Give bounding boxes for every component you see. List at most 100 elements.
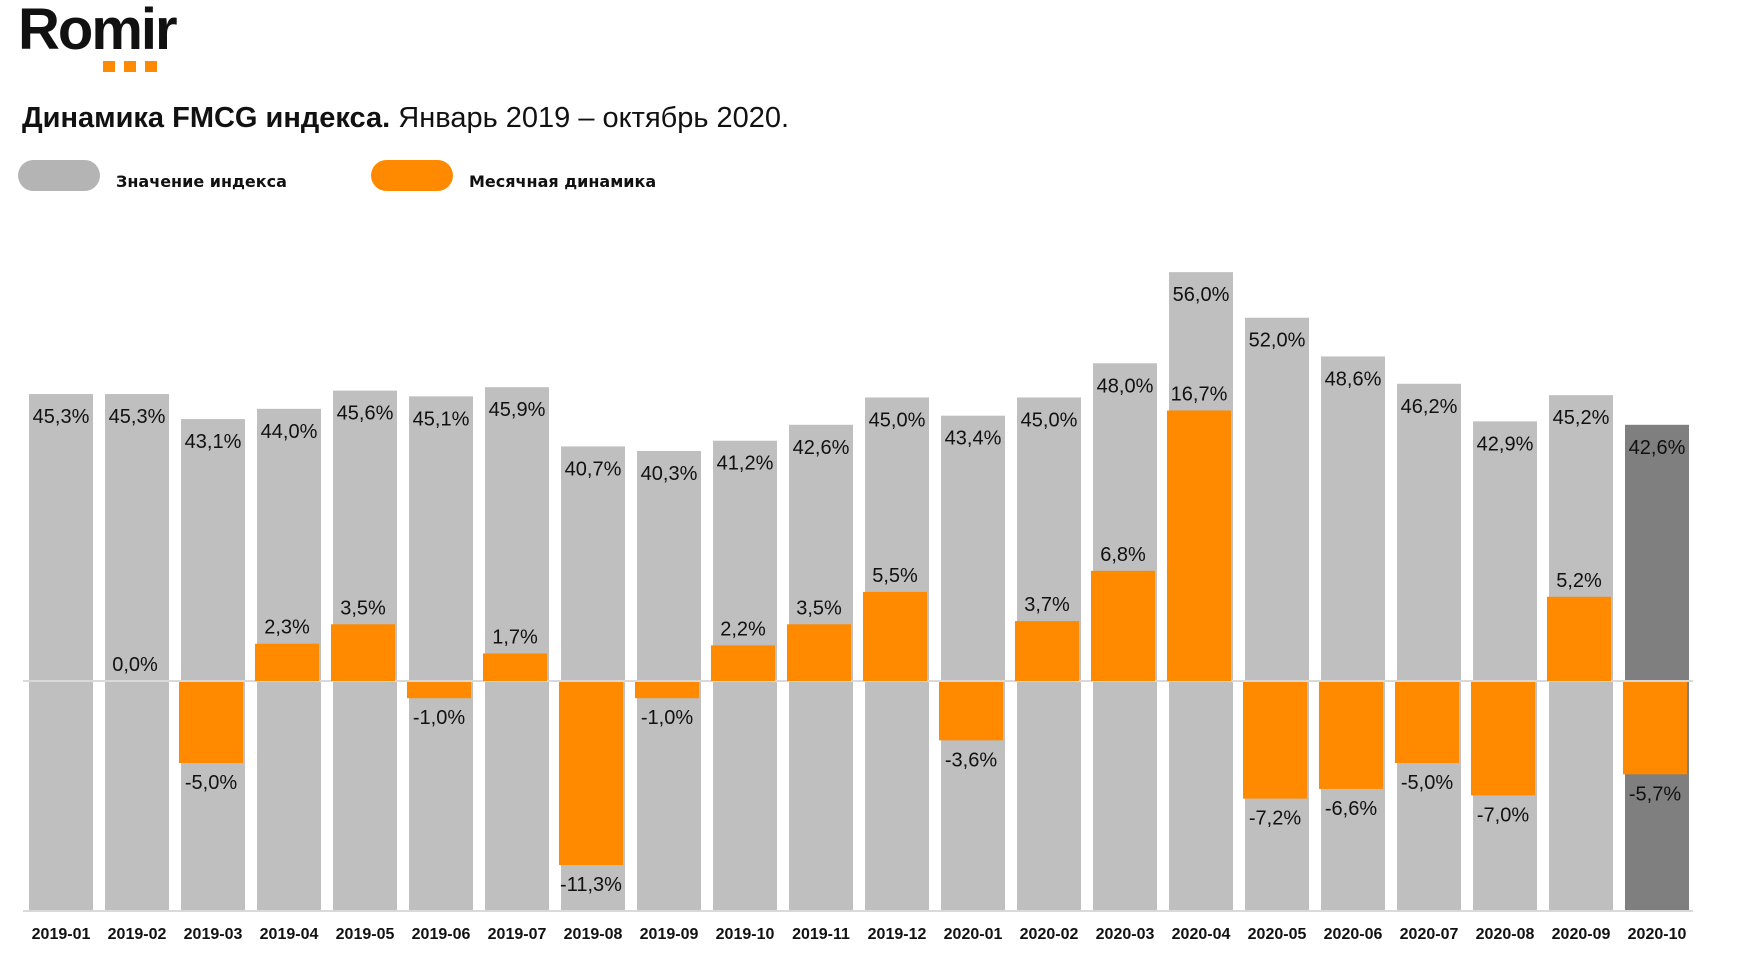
- monthly-value-label: 3,7%: [1024, 594, 1070, 616]
- monthly-bar: [1395, 682, 1459, 763]
- x-tick-label: 2019-05: [336, 926, 395, 943]
- monthly-value-label: -6,6%: [1325, 798, 1377, 820]
- monthly-bar: [1623, 682, 1687, 775]
- index-bar: [1625, 424, 1689, 910]
- chart-title: Динамика FMCG индекса. Январь 2019 – окт…: [22, 102, 789, 135]
- index-bar: [485, 387, 549, 911]
- index-value-label: 43,1%: [185, 431, 242, 453]
- legend-item-index: Значение индекса: [18, 160, 287, 191]
- index-bar: [409, 396, 473, 910]
- index-value-label: 45,2%: [1553, 407, 1610, 429]
- monthly-value-label: -1,0%: [413, 707, 465, 729]
- x-tick-label: 2020-03: [1096, 926, 1155, 943]
- title-bold: Динамика FMCG индекса.: [22, 102, 391, 134]
- index-value-label: 46,2%: [1401, 396, 1458, 418]
- x-tick-label: 2019-09: [640, 926, 699, 943]
- monthly-bar: [407, 682, 471, 699]
- monthly-bar: [1015, 621, 1079, 681]
- index-bar: [1245, 317, 1309, 911]
- index-bar: [29, 394, 93, 911]
- monthly-bar: [635, 682, 699, 699]
- legend-label-monthly: Месячная динамика: [469, 172, 657, 191]
- index-value-label: 44,0%: [261, 421, 318, 443]
- x-tick-label: 2019-07: [488, 926, 547, 943]
- monthly-value-label: 2,2%: [720, 618, 766, 640]
- x-tick-label: 2019-02: [108, 926, 167, 943]
- legend-item-monthly: Месячная динамика: [371, 160, 656, 191]
- x-tick-label: 2019-08: [564, 926, 623, 943]
- index-value-label: 48,6%: [1325, 368, 1382, 390]
- title-period: Январь 2019 – октябрь 2020.: [398, 102, 790, 134]
- logo-dots-icon: [103, 61, 157, 72]
- legend-swatch-monthly: [371, 160, 453, 191]
- x-tick-label: 2019-06: [412, 926, 471, 943]
- monthly-value-label: 3,5%: [340, 597, 386, 619]
- x-tick-label: 2019-04: [260, 926, 319, 943]
- index-value-label: 45,6%: [337, 403, 394, 425]
- monthly-bar: [1547, 596, 1611, 681]
- monthly-value-label: 2,3%: [264, 617, 310, 639]
- index-value-label: 45,3%: [33, 406, 90, 428]
- index-value-label: 48,0%: [1097, 375, 1154, 397]
- index-value-label: 42,6%: [793, 437, 850, 459]
- monthly-value-label: 5,5%: [872, 565, 918, 587]
- index-value-label: 40,3%: [641, 463, 698, 485]
- legend-swatch-index: [18, 160, 100, 191]
- monthly-value-label: -3,6%: [945, 749, 997, 771]
- monthly-bar: [179, 682, 243, 763]
- monthly-value-label: -7,0%: [1477, 804, 1529, 826]
- monthly-value-label: 16,7%: [1171, 383, 1228, 405]
- x-tick-label: 2020-05: [1248, 926, 1307, 943]
- monthly-bar: [787, 624, 851, 681]
- x-tick-label: 2020-10: [1628, 926, 1687, 943]
- monthly-value-label: -1,0%: [641, 707, 693, 729]
- legend-label-index: Значение индекса: [116, 172, 287, 191]
- index-bar: [181, 419, 245, 910]
- index-bar: [1397, 383, 1461, 911]
- logo-text: Romir: [18, 0, 178, 62]
- x-tick-label: 2020-01: [944, 926, 1003, 943]
- x-tick-label: 2019-03: [184, 926, 243, 943]
- x-tick-label: 2020-04: [1172, 926, 1231, 943]
- monthly-bar: [1471, 682, 1535, 796]
- monthly-bar: [331, 624, 395, 681]
- romir-logo: Romir: [18, 0, 178, 63]
- monthly-value-label: 5,2%: [1556, 570, 1602, 592]
- index-value-label: 45,9%: [489, 399, 546, 421]
- x-tick-label: 2020-06: [1324, 926, 1383, 943]
- x-tick-label: 2020-09: [1552, 926, 1611, 943]
- index-value-label: 52,0%: [1249, 330, 1306, 352]
- monthly-bar: [863, 591, 927, 681]
- monthly-bar: [1243, 682, 1307, 799]
- index-bar: [1321, 356, 1385, 910]
- index-value-label: 45,3%: [109, 406, 166, 428]
- x-tick-label: 2020-08: [1476, 926, 1535, 943]
- monthly-value-label: -5,0%: [1401, 772, 1453, 794]
- monthly-bar: [1167, 410, 1231, 681]
- monthly-value-label: -5,7%: [1629, 783, 1681, 805]
- monthly-bar: [939, 682, 1003, 741]
- monthly-bar: [255, 643, 319, 681]
- monthly-bar: [559, 682, 623, 866]
- monthly-bar: [483, 653, 547, 681]
- index-value-label: 45,0%: [1021, 409, 1078, 431]
- monthly-value-label: 1,7%: [492, 626, 538, 648]
- monthly-value-label: 3,5%: [796, 597, 842, 619]
- index-value-label: 42,9%: [1477, 433, 1534, 455]
- index-value-label: 56,0%: [1173, 284, 1230, 306]
- index-value-label: 41,2%: [717, 453, 774, 475]
- index-bar: [941, 415, 1005, 910]
- x-tick-label: 2019-01: [32, 926, 91, 943]
- x-tick-label: 2020-07: [1400, 926, 1459, 943]
- monthly-value-label: -5,0%: [185, 772, 237, 794]
- monthly-value-label: -11,3%: [560, 874, 622, 896]
- x-tick-label: 2020-02: [1020, 926, 1079, 943]
- index-bar: [105, 394, 169, 911]
- monthly-value-label: 6,8%: [1100, 544, 1146, 566]
- x-tick-label: 2019-10: [716, 926, 775, 943]
- index-value-label: 45,0%: [869, 409, 926, 431]
- monthly-bar: [1319, 682, 1383, 789]
- monthly-value-label: -7,2%: [1249, 808, 1301, 830]
- monthly-bar: [711, 645, 775, 681]
- index-value-label: 43,4%: [945, 428, 1002, 450]
